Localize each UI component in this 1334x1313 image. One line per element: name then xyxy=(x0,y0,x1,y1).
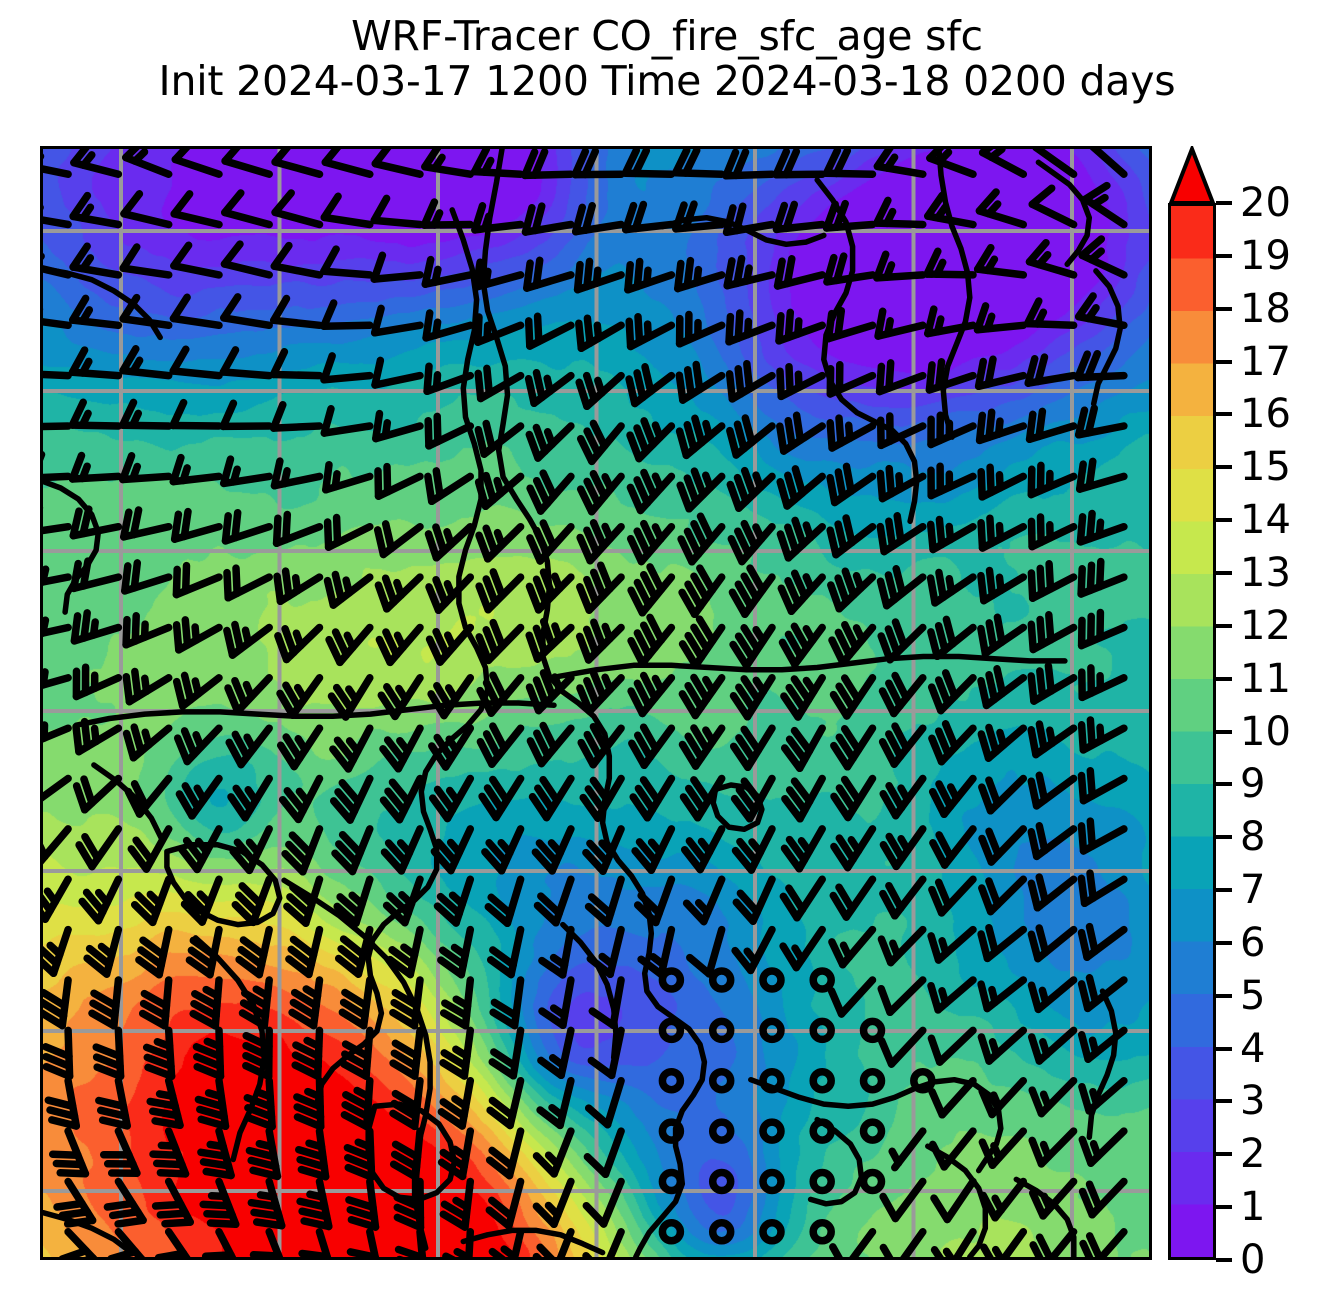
colorbar xyxy=(1168,146,1216,1260)
colorbar-tickmark xyxy=(1216,518,1232,523)
colorbar-tickmark xyxy=(1216,888,1232,893)
colorbar-gradient xyxy=(1171,206,1213,1257)
colorbar-tickmark xyxy=(1216,623,1232,628)
colorbar-tickmark xyxy=(1216,1046,1232,1051)
colorbar-tickmark xyxy=(1216,676,1232,681)
colorbar-extend-arrow-icon xyxy=(1168,146,1216,205)
colorbar-tickmark xyxy=(1216,1099,1232,1104)
colorbar-ticklabel: 19 xyxy=(1240,232,1291,279)
colorbar-tickmark xyxy=(1216,201,1232,205)
colorbar-ticklabel: 1 xyxy=(1240,1184,1266,1231)
colorbar-tickmark xyxy=(1216,940,1232,945)
page-title: WRF-Tracer CO_fire_sfc_age sfc Init 2024… xyxy=(0,12,1334,106)
colorbar-tickmark xyxy=(1216,1152,1232,1157)
colorbar-tickmark xyxy=(1216,465,1232,470)
colorbar-tickmark xyxy=(1216,253,1232,258)
colorbar-tickmark xyxy=(1216,412,1232,417)
colorbar-tickmark xyxy=(1216,993,1232,998)
colorbar-ticklabel: 16 xyxy=(1240,391,1291,438)
colorbar-tickmark xyxy=(1216,1258,1232,1262)
title-line-2: Init 2024-03-17 1200 Time 2024-03-18 020… xyxy=(158,57,1176,106)
colorbar-tickmark xyxy=(1216,1205,1232,1210)
colorbar-ticklabel: 6 xyxy=(1240,919,1266,966)
colorbar-ticklabel: 10 xyxy=(1240,708,1291,755)
colorbar-body xyxy=(1168,203,1216,1260)
colorbar-ticklabel: 11 xyxy=(1240,655,1291,702)
colorbar-ticklabel: 14 xyxy=(1240,497,1291,544)
colorbar-ticklabel: 5 xyxy=(1240,972,1266,1019)
colorbar-ticklabel: 8 xyxy=(1240,814,1266,861)
colorbar-ticklabel: 9 xyxy=(1240,761,1266,808)
colorbar-ticklabel: 7 xyxy=(1240,867,1266,914)
colorbar-tickmark xyxy=(1216,359,1232,364)
colorbar-tickmark xyxy=(1216,782,1232,787)
colorbar-tickmark xyxy=(1216,306,1232,311)
colorbar-ticklabel: 15 xyxy=(1240,444,1291,491)
colorbar-ticklabel: 18 xyxy=(1240,285,1291,332)
colorbar-tickmark xyxy=(1216,570,1232,575)
colorbar-ticklabel: 20 xyxy=(1240,180,1291,226)
colorbar-ticklabel: 3 xyxy=(1240,1078,1266,1125)
title-line-1: WRF-Tracer CO_fire_sfc_age sfc xyxy=(351,12,983,60)
colorbar-ticklabel: 0 xyxy=(1240,1237,1266,1283)
colorbar-tickmark xyxy=(1216,835,1232,840)
colorbar-ticklabel: 4 xyxy=(1240,1025,1266,1072)
colorbar-ticklabel: 17 xyxy=(1240,338,1291,385)
map-plot-area[interactable] xyxy=(40,146,1152,1260)
colorbar-ticklabel: 2 xyxy=(1240,1131,1266,1178)
colorbar-tickmark xyxy=(1216,729,1232,734)
contour-field-canvas xyxy=(43,149,1149,1257)
colorbar-ticks: 0 1 2 3 4 5 6 7 8 9 10 11 12 13 14 15 16 17 18 19 20 xyxy=(1216,146,1326,1280)
colorbar-ticklabel: 12 xyxy=(1240,602,1291,649)
colorbar-ticklabel: 13 xyxy=(1240,549,1291,596)
